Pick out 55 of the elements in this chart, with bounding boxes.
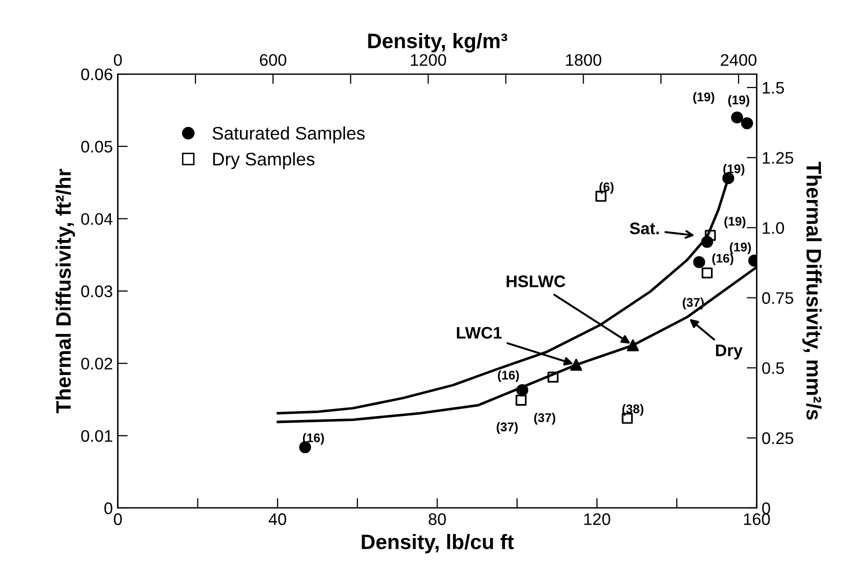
y-tick-label: 0.03 — [81, 285, 112, 298]
annotation: (19) — [724, 216, 746, 228]
annotation: (37) — [534, 412, 556, 425]
y-tick-label: 0.04 — [81, 213, 113, 225]
point — [702, 267, 713, 278]
annotation: (19) — [723, 164, 744, 176]
x-axis-title: Density, lb/cu ft — [362, 534, 514, 554]
y2-axis-title: Thermal Diffusivity, mm²/s — [802, 162, 822, 420]
point — [516, 384, 528, 396]
annotation: (37) — [496, 422, 518, 434]
x-tick-label: 160 — [744, 513, 770, 526]
y2-tick-label: 1.0 — [762, 222, 784, 234]
x2-tick-label: 1200 — [410, 54, 446, 66]
annotation: (19) — [728, 95, 750, 107]
annotation: HSLWC — [506, 275, 566, 288]
y2-tick-label: 1.5 — [762, 82, 784, 94]
annotation: (19) — [730, 242, 751, 254]
point — [570, 358, 582, 371]
point — [704, 230, 716, 241]
y-axis-title: Thermal Diffusivity, ft²/hr — [56, 168, 75, 414]
x2-axis-title: Density, kg/m³ — [368, 32, 508, 53]
point — [626, 339, 639, 352]
x-tick-label: 80 — [428, 513, 446, 526]
annotation: Sat. — [630, 222, 659, 234]
legend-label: Dry Samples — [213, 152, 314, 170]
point — [741, 117, 754, 130]
point — [548, 372, 559, 383]
annotation: (16) — [712, 253, 734, 266]
x-tick-label: 40 — [268, 513, 286, 526]
y2-tick-label: 0.5 — [762, 362, 784, 374]
annotation: Dry — [716, 344, 743, 360]
y2-tick-label: 0.75 — [762, 292, 794, 304]
annotation: (38) — [622, 404, 644, 416]
point — [731, 111, 744, 124]
y2-tick-label: 1.25 — [762, 152, 794, 164]
y-tick-label: 0.06 — [81, 68, 112, 80]
x2-tick-label: 600 — [260, 54, 286, 66]
legend-label: Saturated Samples — [212, 126, 365, 144]
y2-tick-label: 0 — [762, 502, 770, 514]
point — [516, 394, 527, 406]
y-tick-label: 0.01 — [81, 430, 112, 442]
x2-tick-label: 1800 — [566, 54, 602, 66]
x2-tick-label: 2400 — [720, 54, 756, 66]
y-tick-label: 0 — [104, 502, 112, 514]
x-tick-label: 0 — [114, 513, 122, 526]
y-tick-label: 0.02 — [81, 358, 112, 370]
annotation: (16) — [498, 370, 519, 382]
annotation: (19) — [693, 92, 714, 104]
point — [693, 256, 706, 268]
x2-tick-label: 0 — [114, 54, 122, 66]
annotation: (6) — [599, 182, 614, 194]
x-tick-label: 120 — [584, 513, 610, 526]
annotation: LWC1 — [456, 326, 502, 339]
y2-tick-label: 0.25 — [762, 432, 794, 444]
y-tick-label: 0.05 — [81, 140, 112, 153]
